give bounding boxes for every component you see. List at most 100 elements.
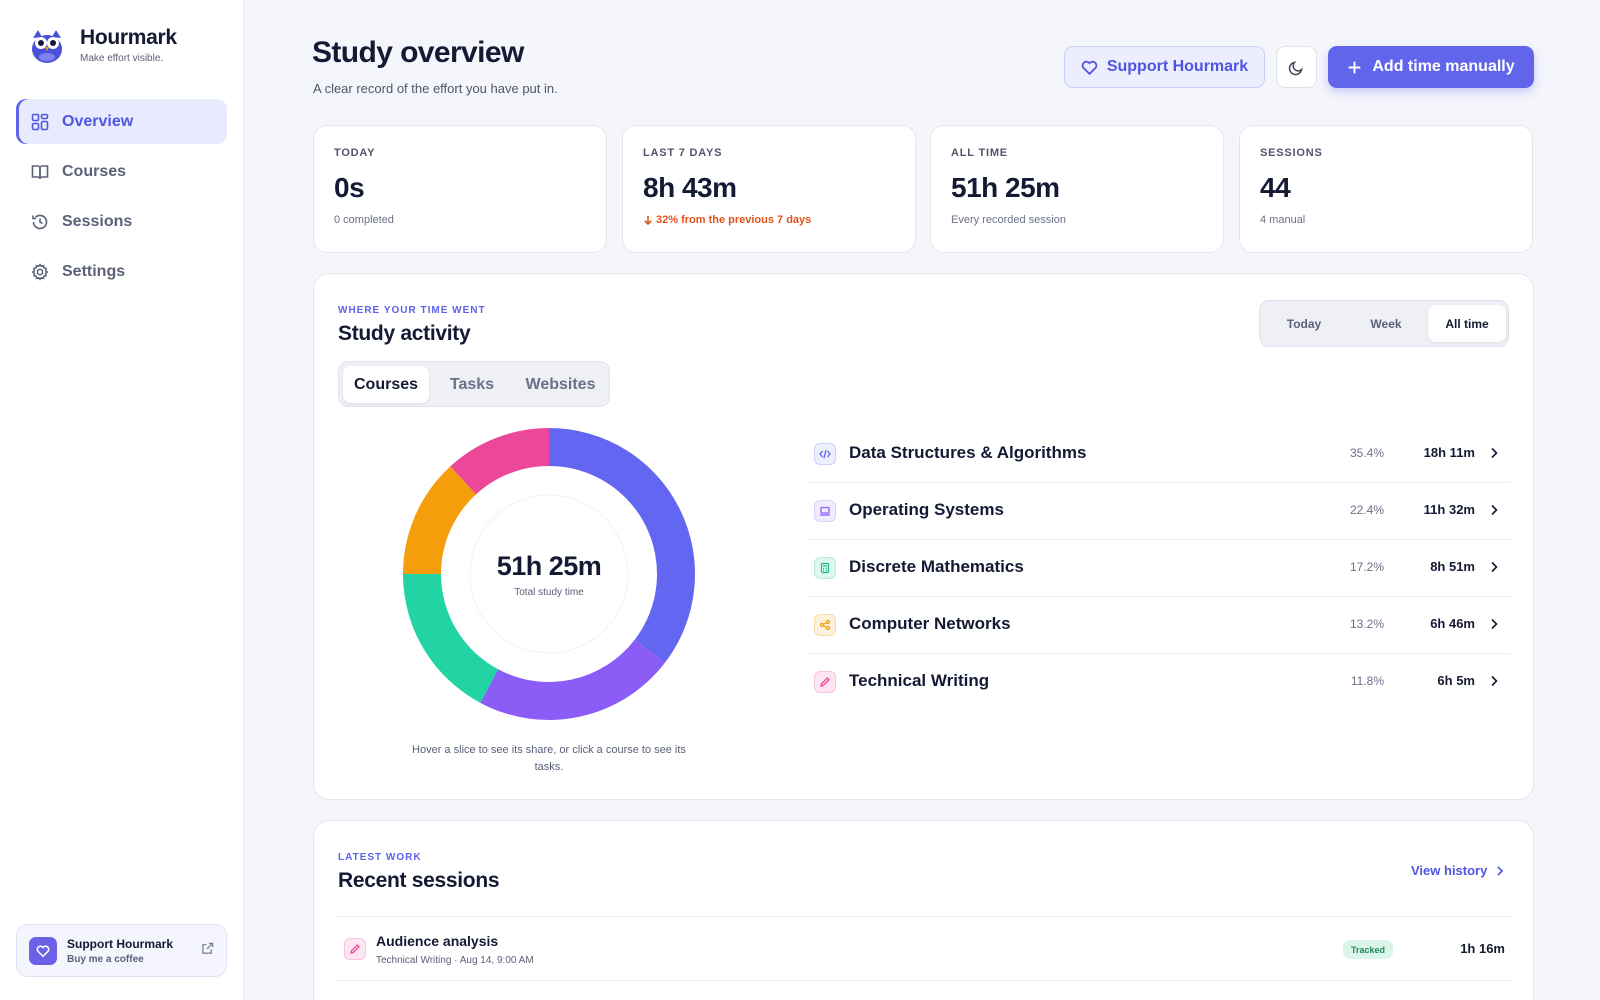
stat-label: LAST 7 DAYS — [643, 147, 723, 159]
sidebar-item-label: Settings — [62, 262, 126, 280]
course-row[interactable]: Technical Writing 11.8% 6h 5m — [807, 654, 1510, 711]
chevron-right-icon — [1488, 674, 1500, 688]
course-name: Operating Systems — [849, 500, 1004, 519]
donut-caption: Total study time — [514, 586, 584, 598]
session-row[interactable]: Audience analysis Technical Writing · Au… — [338, 917, 1510, 981]
course-percent: 35.4% — [1349, 446, 1384, 460]
course-list: Data Structures & Algorithms 35.4% 18h 1… — [807, 426, 1510, 711]
theme-toggle-button[interactable] — [1276, 46, 1317, 88]
range-all-time[interactable]: All time — [1428, 305, 1506, 342]
recent-sessions-panel: LATEST WORK Recent sessions View history… — [313, 820, 1534, 1000]
stat-card-sessions: SESSIONS 44 4 manual — [1239, 125, 1533, 253]
chevron-right-icon — [1488, 446, 1500, 460]
stat-value: 44 — [1260, 172, 1291, 203]
chevron-right-icon — [1488, 560, 1500, 574]
sidebar-item-sessions[interactable]: Sessions — [16, 199, 227, 244]
stat-trend: 32% from the previous 7 days — [643, 214, 895, 226]
course-percent: 22.4% — [1349, 503, 1384, 517]
external-link-icon — [201, 942, 214, 960]
donut-slice-computer-networks[interactable] — [403, 466, 477, 574]
support-button-label: Support Hourmark — [1106, 58, 1249, 75]
tab-tasks[interactable]: Tasks — [449, 375, 495, 393]
tab-courses[interactable]: Courses — [343, 366, 429, 403]
support-card-subtitle: Buy me a coffee — [67, 953, 144, 965]
course-time: 18h 11m — [1423, 445, 1475, 460]
status-badge: Tracked — [1343, 940, 1394, 959]
grid-icon — [30, 112, 50, 132]
donut-chart: 51h 25m Total study time — [402, 427, 696, 721]
sidebar-item-label: Courses — [62, 162, 127, 180]
course-row[interactable]: Data Structures & Algorithms 35.4% 18h 1… — [807, 426, 1510, 483]
page-subtitle: A clear record of the effort you have pu… — [313, 81, 558, 96]
brand[interactable]: Hourmark Make effort visible. — [28, 26, 177, 64]
tab-websites[interactable]: Websites — [525, 375, 596, 393]
stat-card-today: TODAY 0s 0 completed — [313, 125, 607, 253]
course-time: 8h 51m — [1430, 559, 1475, 574]
course-name: Data Structures & Algorithms — [849, 443, 1087, 462]
plus-icon — [1347, 60, 1362, 75]
sidebar-item-settings[interactable]: Settings — [16, 249, 227, 294]
course-row[interactable]: Operating Systems 22.4% 11h 32m — [807, 483, 1510, 540]
sidebar-item-overview[interactable]: Overview — [16, 99, 227, 144]
recent-title: Recent sessions — [338, 869, 500, 892]
course-time: 6h 5m — [1437, 673, 1475, 688]
stat-card-all-time: ALL TIME 51h 25m Every recorded session — [930, 125, 1224, 253]
activity-title: Study activity — [338, 322, 471, 345]
arrow-down-icon — [643, 215, 653, 225]
sidebar-item-courses[interactable]: Courses — [16, 149, 227, 194]
calculator-icon — [814, 557, 836, 579]
code-icon — [814, 443, 836, 465]
view-history-link[interactable]: View history — [1411, 863, 1505, 878]
study-activity-panel: WHERE YOUR TIME WENT Study activity Toda… — [313, 273, 1534, 800]
donut-slice-operating-systems[interactable] — [480, 639, 665, 720]
stat-value: 8h 43m — [643, 172, 737, 203]
course-name: Technical Writing — [849, 671, 990, 690]
network-icon — [814, 614, 836, 636]
session-duration: 1h 16m — [1460, 941, 1505, 956]
app-tagline: Make effort visible. — [80, 53, 164, 64]
stat-label: TODAY — [334, 147, 376, 159]
book-icon — [30, 162, 50, 182]
range-week[interactable]: Week — [1370, 316, 1402, 331]
donut-slice-discrete-mathematics[interactable] — [403, 574, 499, 703]
session-title: Audience analysis — [376, 933, 499, 949]
course-time: 6h 46m — [1430, 616, 1475, 631]
sidebar-nav: Overview Courses Sessions Settings — [16, 99, 227, 299]
stat-note: Every recorded session — [951, 214, 1066, 226]
activity-eyebrow: WHERE YOUR TIME WENT — [338, 305, 486, 316]
chevron-right-icon — [1495, 865, 1505, 877]
course-percent: 13.2% — [1349, 617, 1384, 631]
sidebar-item-label: Overview — [62, 112, 134, 130]
divider — [338, 980, 1510, 981]
chevron-right-icon — [1488, 503, 1500, 517]
activity-tabs: Courses Tasks Websites — [338, 361, 610, 407]
donut-slice-technical-writing[interactable] — [450, 428, 549, 495]
heart-icon — [1081, 59, 1098, 76]
history-icon — [30, 212, 50, 232]
course-row[interactable]: Discrete Mathematics 17.2% 8h 51m — [807, 540, 1510, 597]
course-time: 11h 32m — [1423, 502, 1475, 517]
pen-icon — [344, 938, 366, 960]
session-meta: Technical Writing · Aug 14, 9:00 AM — [376, 955, 534, 966]
app-name: Hourmark — [80, 26, 177, 49]
course-name: Discrete Mathematics — [849, 557, 1024, 576]
stat-note: 0 completed — [334, 214, 394, 226]
stat-label: SESSIONS — [1260, 147, 1323, 159]
add-time-label: Add time manually — [1372, 58, 1515, 75]
gear-icon — [30, 262, 50, 282]
course-percent: 11.8% — [1350, 674, 1384, 688]
range-today[interactable]: Today — [1286, 316, 1322, 331]
divider — [338, 916, 1510, 917]
pen-icon — [814, 671, 836, 693]
support-card-title: Support Hourmark — [67, 936, 174, 951]
view-history-label: View history — [1411, 863, 1488, 878]
donut-slice-data-structures-algorithms[interactable] — [549, 428, 695, 663]
add-time-button[interactable]: Add time manually — [1328, 46, 1534, 88]
course-row[interactable]: Computer Networks 13.2% 6h 46m — [807, 597, 1510, 654]
owl-logo-icon — [32, 30, 62, 63]
support-button[interactable]: Support Hourmark — [1064, 46, 1265, 88]
sidebar-support-card[interactable]: Support Hourmark Buy me a coffee — [16, 924, 227, 977]
stat-note: 4 manual — [1260, 214, 1306, 226]
donut-svg — [403, 428, 695, 720]
stat-value: 51h 25m — [951, 172, 1060, 203]
